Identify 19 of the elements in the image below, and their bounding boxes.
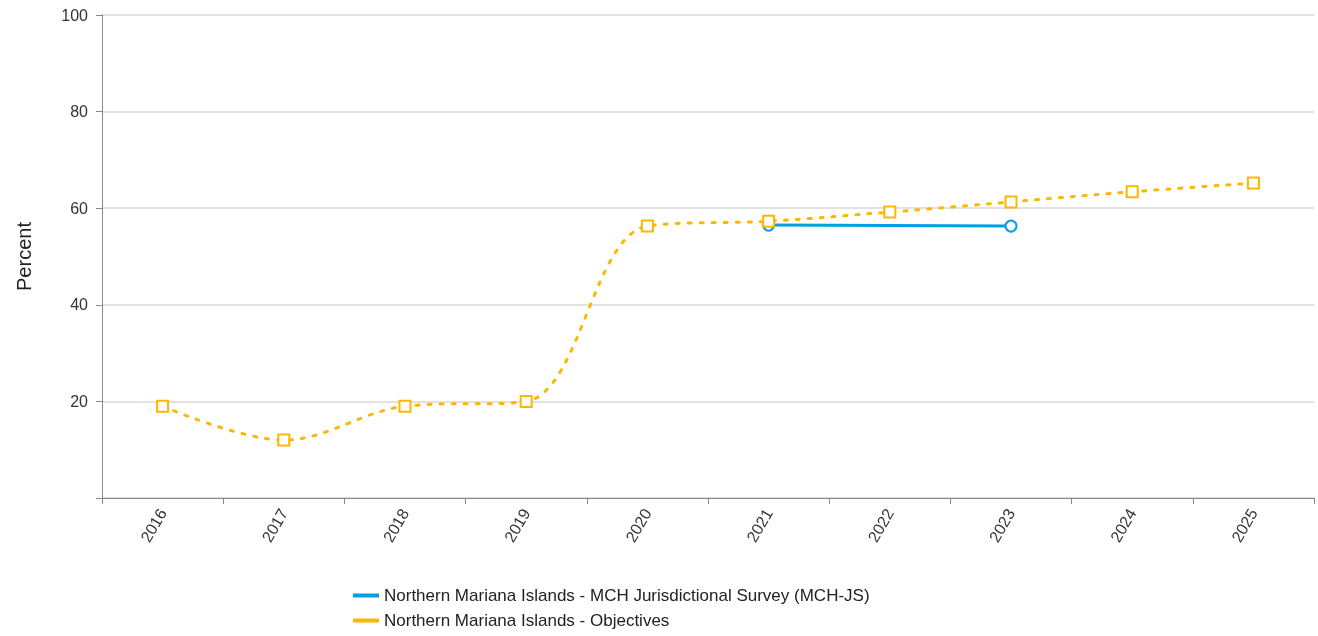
point — [156, 399, 170, 413]
y-tick-label: 60 — [70, 199, 89, 217]
point — [398, 399, 412, 413]
legend-label: Northern Mariana Islands - Objectives — [384, 611, 670, 630]
point — [519, 394, 533, 408]
y-tick-label: 20 — [70, 392, 89, 410]
point — [883, 205, 897, 219]
y-tick-label: 80 — [70, 103, 89, 121]
point — [1004, 219, 1018, 233]
point — [762, 214, 776, 228]
point — [277, 433, 291, 447]
point — [640, 219, 654, 233]
point — [1125, 185, 1139, 199]
y-tick-label: 100 — [61, 6, 89, 24]
legend-label: Northern Mariana Islands - MCH Jurisdictional Survey (MCH-JS) — [384, 586, 870, 605]
y-axis-title: Percent — [13, 221, 35, 291]
y-tick-label: 40 — [70, 296, 89, 314]
point — [1246, 176, 1260, 190]
point — [1004, 195, 1018, 209]
